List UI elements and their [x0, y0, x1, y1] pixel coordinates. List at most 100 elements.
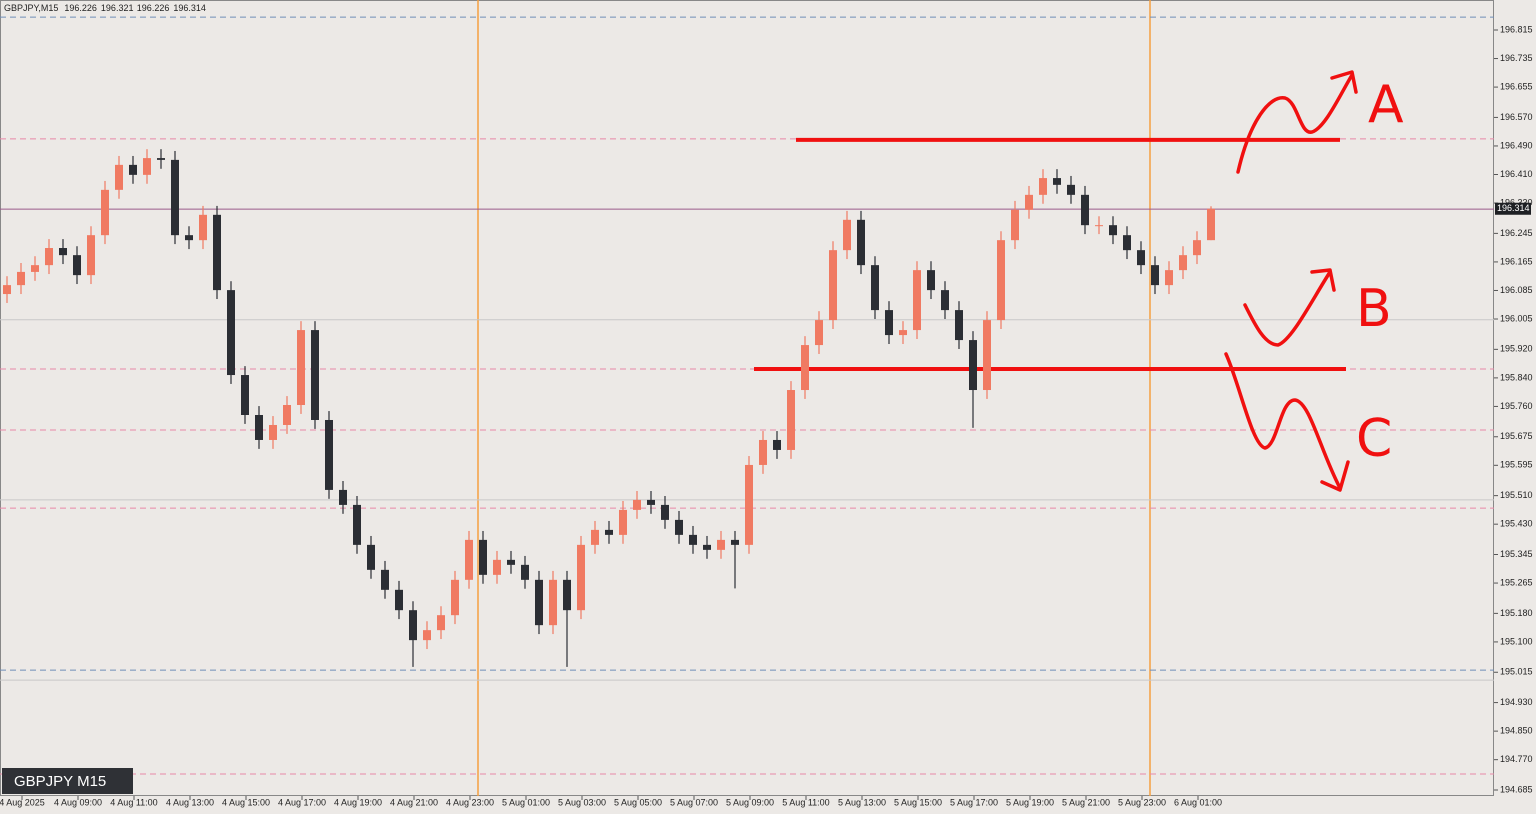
- candle-body: [479, 539, 487, 575]
- candle-body: [633, 499, 641, 510]
- y-tick-label: 195.920: [1500, 344, 1533, 354]
- x-tick-label: 5 Aug 05:00: [614, 797, 662, 807]
- candle-body: [759, 439, 767, 465]
- candle-body: [213, 214, 221, 291]
- annotation: C: [1356, 409, 1392, 469]
- last-close: 196.314: [173, 3, 206, 13]
- x-tick-label: 5 Aug 13:00: [838, 797, 886, 807]
- y-tick-label: 196.410: [1500, 169, 1533, 179]
- candle-body: [409, 610, 417, 641]
- candle-body: [507, 559, 515, 565]
- arrow-a: [1236, 70, 1358, 174]
- price-tag: [1495, 202, 1531, 215]
- y-tick-label: 195.675: [1500, 431, 1533, 441]
- x-tick-label: 5 Aug 03:00: [558, 797, 606, 807]
- y-tick-label: 196.085: [1500, 285, 1533, 295]
- candle-body: [423, 630, 431, 641]
- candle-body: [1193, 240, 1201, 256]
- x-tick-label: 4 Aug 13:00: [166, 797, 214, 807]
- candle-body: [1151, 265, 1159, 286]
- candle-body: [1081, 194, 1089, 226]
- candle-body: [367, 544, 375, 570]
- x-tick-label: 4 Aug 2025: [0, 797, 45, 807]
- x-tick-label: 4 Aug 17:00: [278, 797, 326, 807]
- y-axis: 196.815 196.735 196.655 196.570 196.490 196.4…: [1494, 24, 1533, 794]
- candle-body: [199, 214, 207, 241]
- y-tick-label: 195.015: [1500, 667, 1533, 677]
- candle-body: [297, 330, 305, 406]
- x-tick-label: 4 Aug 15:00: [222, 797, 270, 807]
- y-tick-label: 195.760: [1500, 401, 1533, 411]
- candle-body: [1039, 178, 1047, 195]
- y-tick-label: 195.840: [1500, 372, 1533, 382]
- y-tick-label: 196.815: [1500, 24, 1533, 34]
- candle-body: [1067, 184, 1075, 195]
- candle-body: [17, 271, 25, 286]
- candle-body: [3, 285, 11, 295]
- candle-body: [101, 189, 109, 236]
- candle-body: [717, 539, 725, 550]
- candle-body: [395, 589, 403, 611]
- y-tick-label: 195.430: [1500, 519, 1533, 529]
- candle-body: [227, 290, 235, 376]
- candle-body: [87, 235, 95, 276]
- candle-body: [171, 159, 179, 236]
- candle-body: [563, 579, 571, 611]
- candle-body: [1095, 225, 1103, 227]
- candle-body: [787, 390, 795, 450]
- candle-body: [997, 240, 1005, 321]
- candle-body: [157, 158, 165, 160]
- candle-body: [605, 529, 613, 535]
- candle-body: [1109, 225, 1117, 236]
- y-tick-label: 195.510: [1500, 490, 1533, 500]
- candle-body: [115, 164, 123, 190]
- y-tick-label: 195.180: [1500, 608, 1533, 618]
- annotation: B: [1356, 279, 1392, 339]
- annotation: A: [1368, 75, 1404, 135]
- y-tick-label: 196.245: [1500, 228, 1533, 238]
- candle-body: [73, 255, 81, 276]
- candle-body: [983, 320, 991, 391]
- candle-body: [815, 320, 823, 346]
- candle-body: [1165, 270, 1173, 286]
- candle-body: [59, 248, 67, 256]
- last-high: 196.321: [101, 3, 134, 13]
- candle-body: [521, 564, 529, 580]
- candle-body: [325, 419, 333, 490]
- y-tick-label: 194.770: [1500, 754, 1533, 764]
- badge-box: [2, 768, 133, 794]
- x-tick-label: 4 Aug 11:00: [110, 797, 157, 807]
- candle-body: [31, 265, 39, 272]
- candle-body: [129, 164, 137, 175]
- candle-body: [1123, 235, 1131, 251]
- candle-body: [1011, 209, 1019, 241]
- y-tick-label: 196.570: [1500, 112, 1533, 122]
- candle-body: [591, 529, 599, 545]
- candle-body: [1053, 178, 1061, 185]
- candle-body: [577, 544, 585, 611]
- arrow-b: [1243, 268, 1336, 347]
- plot-frame: [0, 0, 1494, 796]
- x-tick-label: 5 Aug 17:00: [950, 797, 998, 807]
- candle-body: [927, 270, 935, 291]
- y-tick-label: 194.850: [1500, 726, 1533, 736]
- candle-body: [1207, 208, 1215, 241]
- candle-body: [969, 340, 977, 391]
- candle-body: [773, 439, 781, 450]
- candle-body: [493, 559, 501, 575]
- candle-body: [801, 345, 809, 391]
- x-tick-label: 5 Aug 23:00: [1118, 797, 1166, 807]
- y-tick-label: 196.005: [1500, 313, 1533, 323]
- candle-body: [549, 579, 557, 626]
- y-tick-label: 194.685: [1500, 784, 1533, 794]
- candle-body: [535, 579, 543, 626]
- candle-body: [185, 235, 193, 241]
- candle-body: [353, 504, 361, 545]
- candle-body: [1179, 255, 1187, 271]
- candle-body: [465, 539, 473, 580]
- candle-body: [689, 534, 697, 545]
- x-tick-label: 5 Aug 01:00: [502, 797, 550, 807]
- candle-body: [941, 290, 949, 311]
- candle-body: [451, 579, 459, 616]
